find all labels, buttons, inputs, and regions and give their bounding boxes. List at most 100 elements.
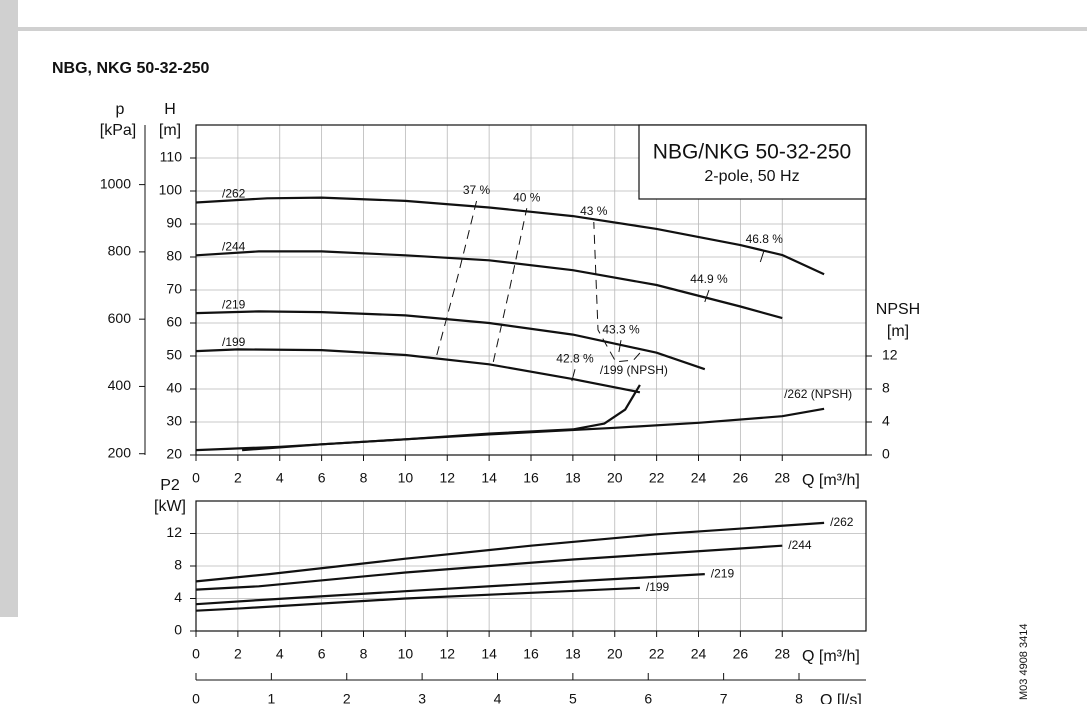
p-axis-unit: [kPa] — [100, 122, 136, 139]
curve — [195, 407, 825, 452]
series-label: 40 % — [513, 190, 541, 204]
curve — [618, 340, 622, 353]
x2-tick-label: 2 — [343, 691, 351, 704]
p-axis-label: p — [116, 101, 125, 118]
series-label: 46.8 % — [746, 232, 784, 246]
figure-code: M03 4908 3414 — [1018, 624, 1030, 700]
y-tick-label: 90 — [166, 215, 182, 231]
x-tick-label: 26 — [733, 646, 749, 662]
x-tick-label: 10 — [398, 470, 414, 486]
curve — [242, 384, 641, 452]
y-tick-label: 110 — [160, 149, 183, 165]
x-tick-label: 6 — [318, 470, 326, 486]
series-label: /244 — [788, 538, 812, 552]
x-tick-label: 24 — [691, 470, 707, 486]
p-tick-label: 400 — [108, 377, 132, 393]
x-tick-label: 4 — [276, 470, 284, 486]
y-axis-unit: [kW] — [154, 498, 186, 515]
x-tick-label: 14 — [481, 646, 497, 662]
x-tick-label: 8 — [360, 470, 368, 486]
series-label: 42.8 % — [556, 351, 594, 365]
x-tick-label: 10 — [398, 646, 414, 662]
x2-tick-label: 7 — [720, 691, 728, 704]
y-tick-label: 4 — [174, 589, 182, 605]
x-tick-label: 26 — [733, 470, 749, 486]
y2-axis-label: NPSH — [876, 301, 920, 318]
y-axis-unit: [m] — [159, 122, 181, 139]
series-label: 43 % — [580, 204, 608, 218]
series-label: /199 (NPSH) — [600, 363, 668, 377]
curve — [571, 369, 576, 382]
x-tick-label: 18 — [565, 646, 581, 662]
x-tick-label: 22 — [649, 470, 665, 486]
x2-tick-label: 1 — [267, 691, 275, 704]
curve — [195, 348, 641, 394]
y-tick-label: 40 — [166, 380, 182, 396]
series-label: /262 — [830, 515, 854, 529]
x-tick-label: 16 — [523, 646, 539, 662]
series-label: /262 (NPSH) — [784, 387, 852, 401]
page-title: NBG, NKG 50-32-250 — [52, 60, 209, 77]
series-label: /219 — [711, 566, 735, 580]
x-tick-label: 14 — [481, 470, 497, 486]
top-rule — [18, 27, 1087, 31]
x-tick-label: 16 — [523, 470, 539, 486]
x-tick-label: 8 — [360, 646, 368, 662]
x-tick-label: 28 — [774, 646, 790, 662]
curve — [492, 208, 528, 363]
box-subtitle: 2-pole, 50 Hz — [704, 168, 799, 185]
legend-box — [638, 124, 867, 200]
x-tick-label: 18 — [565, 470, 581, 486]
curve — [436, 200, 478, 356]
x-tick-label: 20 — [607, 646, 623, 662]
y-tick-label: 100 — [159, 182, 183, 198]
x-tick-label: 24 — [691, 646, 707, 662]
x2-tick-label: 4 — [494, 691, 502, 704]
y-tick-label: 20 — [166, 446, 182, 462]
series-label: 37 % — [463, 183, 491, 197]
y-tick-label: 8 — [174, 557, 182, 573]
x-tick-label: 0 — [192, 470, 200, 486]
series-label: /244 — [222, 240, 246, 254]
curve — [195, 250, 783, 320]
curve — [704, 289, 710, 303]
y2-tick-label: 8 — [882, 380, 890, 396]
y-tick-label: 30 — [166, 413, 182, 429]
curve — [195, 544, 783, 591]
curve — [195, 310, 706, 371]
series-label: /262 — [222, 187, 246, 201]
curve — [593, 221, 641, 363]
x-tick-label: 12 — [439, 646, 455, 662]
box-title: NBG/NKG 50-32-250 — [653, 141, 851, 164]
y-tick-label: 70 — [166, 281, 182, 297]
p-tick-label: 600 — [108, 310, 132, 326]
x2-tick-label: 8 — [795, 691, 803, 704]
x-tick-label: 4 — [276, 646, 284, 662]
y-tick-label: 80 — [166, 248, 182, 264]
y2-tick-label: 4 — [882, 413, 890, 429]
x2-tick-label: 3 — [418, 691, 426, 704]
curve — [195, 586, 640, 612]
y-tick-label: 0 — [174, 622, 182, 638]
curve — [759, 249, 765, 263]
series-label: /219 — [222, 297, 246, 311]
x-tick-label: 2 — [234, 646, 242, 662]
x-axis-label: Q [m³/h] — [802, 648, 860, 665]
series-label: /199 — [222, 335, 246, 349]
p-tick-label: 200 — [108, 444, 132, 460]
y2-tick-label: 12 — [882, 347, 898, 363]
x-tick-label: 0 — [192, 646, 200, 662]
curve — [195, 196, 825, 276]
x-tick-label: 6 — [318, 646, 326, 662]
y2-axis-unit: [m] — [887, 323, 909, 340]
y2-tick-label: 0 — [882, 446, 890, 462]
series-label: 43.3 % — [602, 322, 640, 336]
curve — [195, 521, 825, 583]
x2-tick-label: 0 — [192, 691, 200, 704]
x-tick-label: 28 — [774, 470, 790, 486]
side-bar — [0, 0, 18, 617]
x-tick-label: 12 — [439, 470, 455, 486]
x2-axis-label: Q [l/s] — [820, 692, 862, 704]
x2-tick-label: 5 — [569, 691, 577, 704]
